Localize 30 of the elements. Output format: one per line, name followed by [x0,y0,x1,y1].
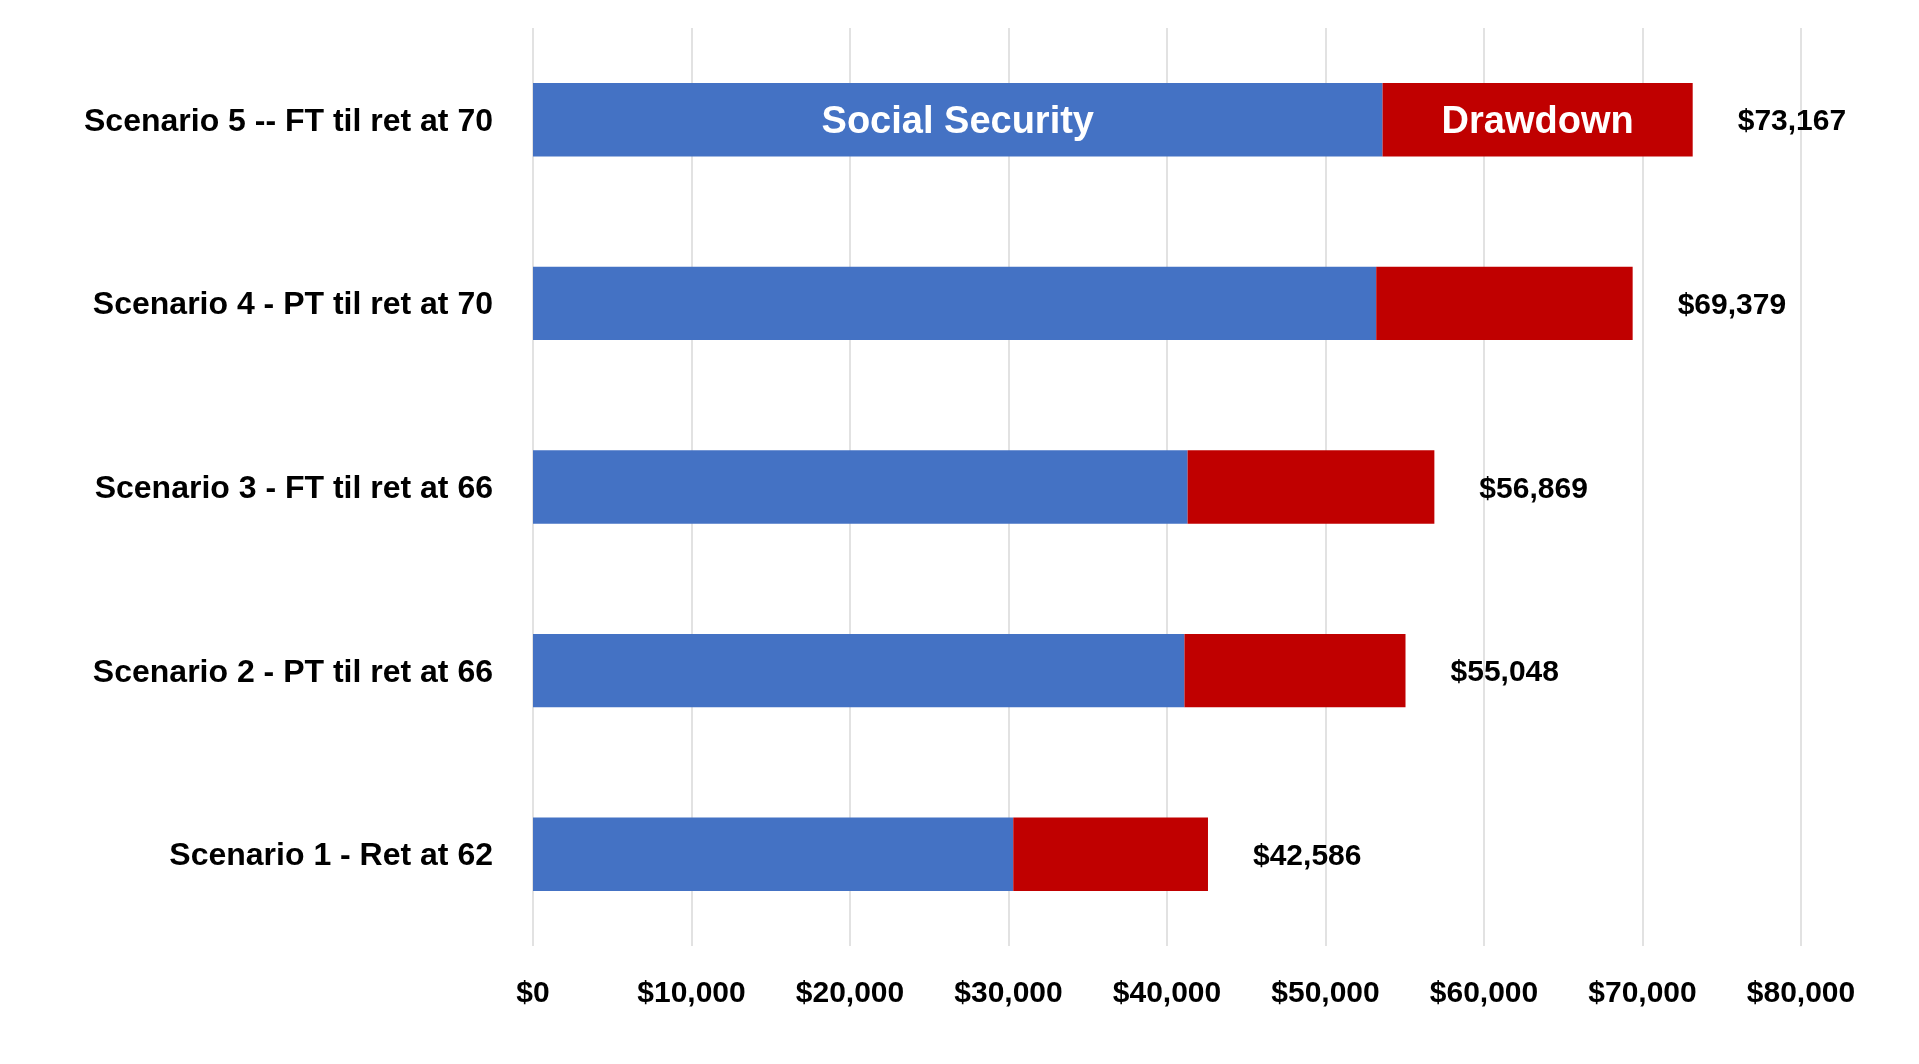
y-tick-label: Scenario 2 - PT til ret at 66 [92,652,493,689]
bar [533,633,1185,708]
bar [533,83,1383,157]
bar [533,266,1377,341]
y-tick-label: Scenario 4 - PT til ret at 70 [92,285,493,322]
bar [1187,450,1435,524]
x-tick-label: $80,000 [1746,974,1856,1008]
series-label: Social Security [821,98,1095,141]
total-label: $56,869 [1479,470,1588,504]
x-tick-label: $0 [516,974,550,1008]
y-tick-label: Scenario 1 - Ret at 62 [169,836,493,873]
series-label: Drawdown [1441,98,1634,141]
x-tick-label: $60,000 [1429,974,1539,1008]
x-tick-label: $20,000 [795,974,905,1008]
x-tick-label: $30,000 [954,974,1063,1008]
total-label: $73,167 [1737,103,1847,137]
bar [533,450,1188,524]
x-tick-label: $70,000 [1588,974,1697,1008]
x-tick-label: $40,000 [1112,974,1222,1008]
x-tick-label: $50,000 [1271,974,1380,1008]
bar [1184,633,1406,708]
y-tick-label: Scenario 5 -- FT til ret at 70 [84,101,493,138]
total-label: $55,048 [1450,654,1559,688]
y-tick-label: Scenario 3 - FT til ret at 66 [94,469,493,505]
total-label: $42,586 [1252,837,1362,871]
total-label: $69,379 [1677,286,1787,320]
x-tick-label: $10,000 [637,974,746,1008]
bar [533,817,1014,891]
bar [1376,266,1633,341]
bar [1013,817,1208,891]
